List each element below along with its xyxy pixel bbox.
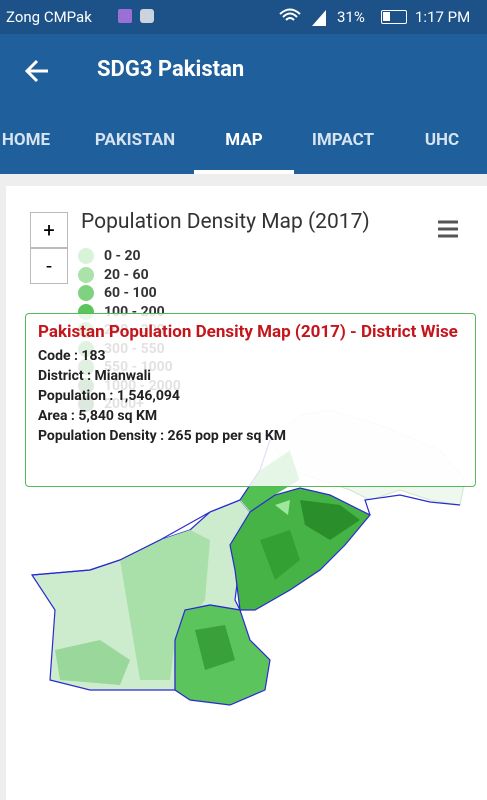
tooltip-line: Code : 183 (38, 348, 106, 364)
legend-item: 60 - 100 (78, 285, 157, 303)
legend-item: 20 - 60 (78, 267, 149, 285)
map (30, 409, 466, 706)
tooltip-line: Population : 1,546,094 (38, 388, 180, 404)
tooltip-line: Population Density : 265 pop per sq KM (38, 428, 286, 444)
battery-icon (381, 10, 407, 24)
tab[interactable]: UHC (424, 130, 460, 150)
legend-label: 60 - 100 (104, 285, 157, 301)
districts (300, 500, 360, 540)
signal-icons (279, 8, 326, 26)
carrier: Zong CMPak (6, 8, 92, 26)
tab[interactable]: HOME (1, 130, 51, 150)
districts (120, 530, 210, 680)
legend-label: 0 - 20 (104, 248, 141, 264)
map-title: Population Density Map (2017) (81, 210, 370, 234)
tooltip-title: Pakistan Population Density Map (2017) -… (38, 322, 458, 342)
back-button[interactable] (24, 58, 52, 84)
border (364, 494, 461, 516)
legend-swatch (78, 266, 94, 283)
zoom-in[interactable]: + (30, 212, 68, 248)
tab-bar: HOME PAKISTAN MAP IMPACT UHC (0, 110, 487, 174)
legend-swatch (78, 248, 94, 265)
tooltip-line: Area : 5,840 sq KM (38, 408, 158, 424)
tab[interactable]: MAP (225, 130, 263, 150)
zoom-out[interactable]: - (30, 248, 68, 284)
battery-level: 31% (337, 8, 365, 26)
tooltip: Pakistan Population Density Map (2017) -… (25, 313, 476, 487)
clock: 1:17 PM (415, 8, 471, 26)
legend-label: 20 - 60 (104, 266, 149, 283)
legend-swatch (78, 285, 94, 302)
notification-icon (140, 9, 154, 23)
districts (260, 530, 300, 580)
app-title: SDG3 Pakistan (97, 57, 245, 82)
notification-icon (118, 9, 132, 23)
app-bar: SDG3 Pakistan (0, 34, 487, 110)
tab-indicator (194, 170, 294, 174)
tooltip-line: District : Mianwali (38, 368, 151, 384)
tab[interactable]: PAKISTAN (94, 130, 176, 150)
tab[interactable]: IMPACT (311, 130, 375, 150)
highlighted-district (275, 500, 290, 515)
status-bar: Zong CMPak 31% 1:17 PM (0, 0, 487, 34)
map-card: Population Density Map (2017) + - 0 - 20… (6, 186, 487, 800)
menu-button[interactable] (436, 219, 462, 239)
legend-item: 0 - 20 (78, 248, 141, 266)
districts (195, 625, 235, 670)
districts (55, 640, 130, 685)
